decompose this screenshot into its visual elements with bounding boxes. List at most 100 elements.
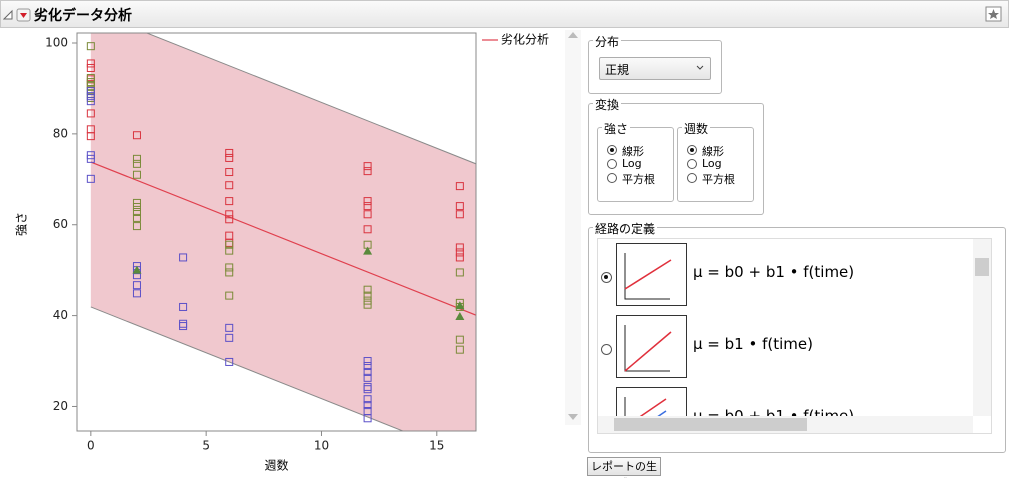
x-axis-label: 週数 (264, 458, 288, 473)
path-formula: μ = b0 + b1 • f(time) (693, 407, 855, 416)
panel-title: 経路の定義 (593, 220, 658, 237)
marker (132, 203, 141, 212)
path-formula: μ = b0 + b1 • f(time) (693, 263, 855, 281)
marker (86, 154, 95, 163)
icon-line (624, 259, 672, 290)
header-bar: 劣化データ分析 (0, 0, 1009, 28)
band-edge (90, 306, 405, 431)
icon-frame (616, 243, 687, 306)
radio[interactable] (607, 159, 617, 169)
marker (225, 148, 234, 157)
marker (455, 243, 464, 252)
marker (455, 345, 464, 354)
marker (132, 265, 142, 274)
marker (225, 246, 234, 255)
plot (86, 33, 476, 431)
marker (132, 170, 141, 179)
pin-icon[interactable] (985, 6, 1003, 23)
y-tick-label: 40 (53, 308, 68, 322)
legend-label: 劣化分析 (501, 33, 549, 47)
radio[interactable] (687, 159, 697, 169)
marker (455, 182, 464, 191)
marker (86, 63, 95, 72)
marker (132, 131, 141, 140)
y-tick-label: 100 (45, 35, 68, 49)
menu-arrow (20, 13, 27, 18)
plot-frame (76, 32, 477, 432)
icon-axes (624, 253, 670, 300)
group-box (597, 127, 674, 202)
marker (225, 291, 234, 300)
radio-label: Log (622, 157, 642, 170)
marker (455, 301, 465, 310)
group-title: 強さ (602, 120, 631, 137)
marker (86, 59, 95, 68)
path-icon[interactable] (616, 387, 688, 416)
marker (363, 225, 372, 234)
group-box (677, 127, 754, 202)
radio-label: 平方根 (702, 173, 735, 186)
band-edge (145, 33, 476, 165)
h-thumb[interactable] (614, 418, 807, 431)
marker (86, 78, 95, 87)
path-icon[interactable] (616, 315, 688, 378)
transform-panel (588, 103, 764, 215)
v-thumb[interactable] (975, 258, 989, 276)
distribution-dropdown[interactable]: 正規 (599, 57, 711, 80)
scrollbar[interactable] (565, 30, 581, 425)
y-tick-label: 60 (53, 217, 68, 231)
marker (455, 335, 464, 344)
marker (86, 87, 95, 96)
icon-axes (624, 397, 626, 416)
confidence-band (90, 33, 476, 431)
path-icon[interactable] (616, 243, 688, 306)
marker (86, 97, 95, 106)
panel-title: 分布 (593, 33, 622, 50)
marker (132, 289, 141, 298)
y-axis-label: 強さ (15, 212, 29, 236)
radio-label: 線形 (702, 145, 724, 158)
marker (363, 357, 372, 366)
collapse-icon (3, 9, 13, 20)
radio-label: 平方根 (622, 173, 655, 186)
v-scrollbar[interactable] (973, 239, 991, 416)
generate-report-button[interactable]: レポートの生成 (587, 457, 661, 478)
scroll-down[interactable] (568, 414, 578, 420)
report-title: 劣化データ分析 (34, 8, 132, 24)
marker (363, 162, 372, 171)
icon-frame (616, 387, 687, 416)
marker (132, 208, 141, 217)
panel-title: 変換 (593, 96, 622, 113)
marker (363, 362, 372, 371)
radio[interactable] (601, 272, 612, 283)
h-scrollbar[interactable] (598, 416, 973, 433)
icon-line (657, 410, 667, 416)
group-title: 週数 (682, 120, 711, 137)
radio[interactable] (601, 344, 612, 355)
marker (455, 253, 464, 262)
marker (225, 333, 234, 342)
marker (86, 109, 95, 118)
icon-line (639, 398, 667, 416)
marker (86, 82, 95, 91)
radio[interactable] (687, 145, 697, 155)
marker (132, 159, 141, 168)
dropdown-value: 正規 (605, 63, 630, 77)
marker (132, 222, 141, 231)
marker (86, 132, 95, 141)
marker (363, 395, 372, 404)
radio[interactable] (607, 173, 617, 183)
x-tick-label: 15 (429, 439, 444, 453)
path-formula: μ = b1 • f(time) (693, 335, 813, 353)
x-tick-label: 5 (202, 439, 210, 453)
marker (363, 296, 372, 305)
radio[interactable] (607, 145, 617, 155)
marker (363, 414, 372, 423)
radio[interactable] (687, 173, 697, 183)
marker (455, 202, 464, 211)
marker (363, 300, 372, 309)
path-scroll-area: μ = b0 + b1 • f(time) μ = b1 • f(time) μ =… (597, 238, 992, 434)
marker (363, 385, 372, 394)
marker (86, 174, 95, 183)
scroll-up[interactable] (568, 32, 578, 38)
